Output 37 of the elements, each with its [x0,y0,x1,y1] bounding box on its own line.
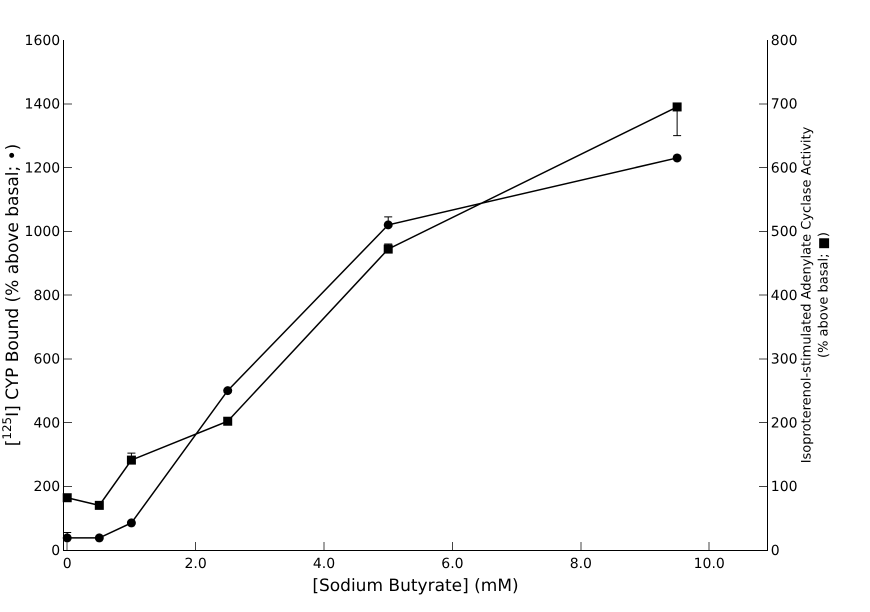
y-tick-label: 200 [33,479,60,496]
point [384,220,393,230]
point [223,386,232,396]
y2-tick-label: 200 [770,415,798,432]
y2-tick-label: 500 [770,224,798,240]
y2-tick-label: 700 [770,96,798,113]
point [384,244,393,254]
x-tick-label: 0 [62,556,72,572]
point [126,518,136,528]
x-tick-label: 2.0 [184,556,207,572]
x-tick-label: 10.0 [694,556,725,572]
y-tick-label: 1200 [24,160,60,176]
y2-axis-title: Isoproterenol-stimulated Adenylate Cyclase Activity (% above basal; ■) [800,126,832,464]
x-axis-title: [Sodium Butyrate] (mM) [312,576,519,596]
point [62,493,72,502]
y2-tick-label: 0 [770,542,780,559]
y-tick-label: 800 [33,288,60,304]
y2-tick-label: 300 [770,352,798,368]
y2-tick-label: 800 [770,32,798,49]
y-tick-label: 1000 [24,224,60,240]
point [672,102,682,112]
x-tick-label: 8.0 [570,556,592,572]
y-tick-label: 1600 [24,32,60,49]
y-tick-label: 600 [33,352,60,368]
y2-tick-label: 100 [770,479,798,496]
point [223,416,232,426]
point [94,533,104,542]
y-tick-label: 400 [33,415,60,432]
point [94,500,104,510]
point [672,153,682,162]
y-tick-label: 1400 [24,96,60,113]
point [126,456,136,465]
y-tick-label: 0 [51,542,60,559]
y2-tick-label: 600 [770,160,798,176]
x-tick-label: 4.0 [312,556,336,572]
y2-tick-label: 400 [770,288,798,304]
x-tick-label: 6.0 [441,556,464,572]
